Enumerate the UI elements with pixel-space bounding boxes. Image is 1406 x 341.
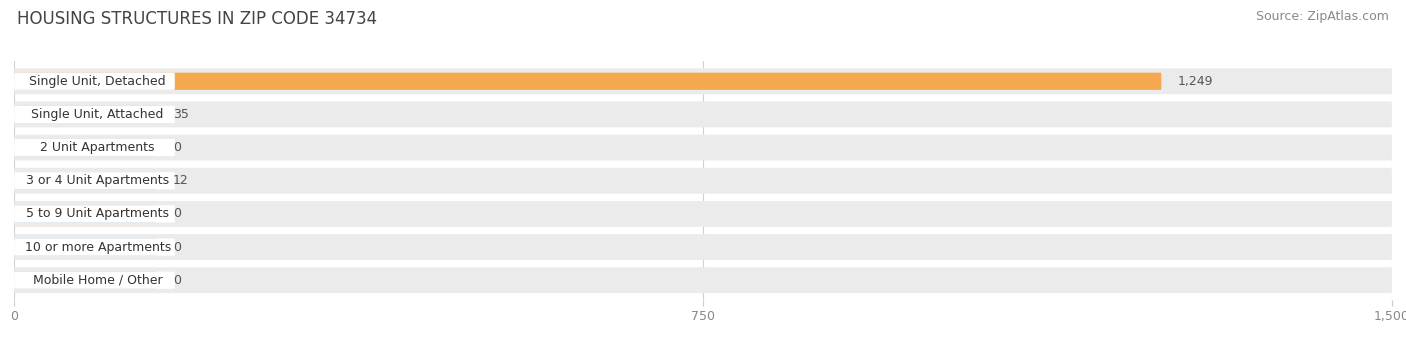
FancyBboxPatch shape [14,271,174,289]
Text: 0: 0 [173,240,181,254]
FancyBboxPatch shape [14,271,156,289]
FancyBboxPatch shape [14,267,1392,293]
Text: 3 or 4 Unit Apartments: 3 or 4 Unit Apartments [27,174,169,187]
Text: 0: 0 [173,207,181,220]
Text: 35: 35 [173,108,188,121]
FancyBboxPatch shape [14,168,1392,194]
Text: 5 to 9 Unit Apartments: 5 to 9 Unit Apartments [27,207,169,220]
Text: 0: 0 [173,274,181,287]
FancyBboxPatch shape [14,73,1161,90]
FancyBboxPatch shape [14,205,174,223]
Text: 12: 12 [173,174,188,187]
FancyBboxPatch shape [14,238,174,256]
FancyBboxPatch shape [14,102,1392,127]
Text: 2 Unit Apartments: 2 Unit Apartments [41,141,155,154]
FancyBboxPatch shape [14,135,1392,161]
FancyBboxPatch shape [14,106,156,123]
Text: Single Unit, Detached: Single Unit, Detached [30,75,166,88]
FancyBboxPatch shape [14,172,174,189]
FancyBboxPatch shape [14,139,156,156]
FancyBboxPatch shape [14,139,174,156]
Text: 0: 0 [173,141,181,154]
FancyBboxPatch shape [14,201,1392,227]
FancyBboxPatch shape [14,205,156,223]
FancyBboxPatch shape [14,238,156,256]
Text: Mobile Home / Other: Mobile Home / Other [32,274,163,287]
Text: Single Unit, Attached: Single Unit, Attached [31,108,165,121]
FancyBboxPatch shape [14,68,1392,94]
Text: 10 or more Apartments: 10 or more Apartments [24,240,170,254]
Text: 1,249: 1,249 [1178,75,1213,88]
FancyBboxPatch shape [14,73,174,90]
Text: Source: ZipAtlas.com: Source: ZipAtlas.com [1256,10,1389,23]
FancyBboxPatch shape [14,106,174,123]
Text: HOUSING STRUCTURES IN ZIP CODE 34734: HOUSING STRUCTURES IN ZIP CODE 34734 [17,10,377,28]
FancyBboxPatch shape [14,172,156,189]
FancyBboxPatch shape [14,234,1392,260]
